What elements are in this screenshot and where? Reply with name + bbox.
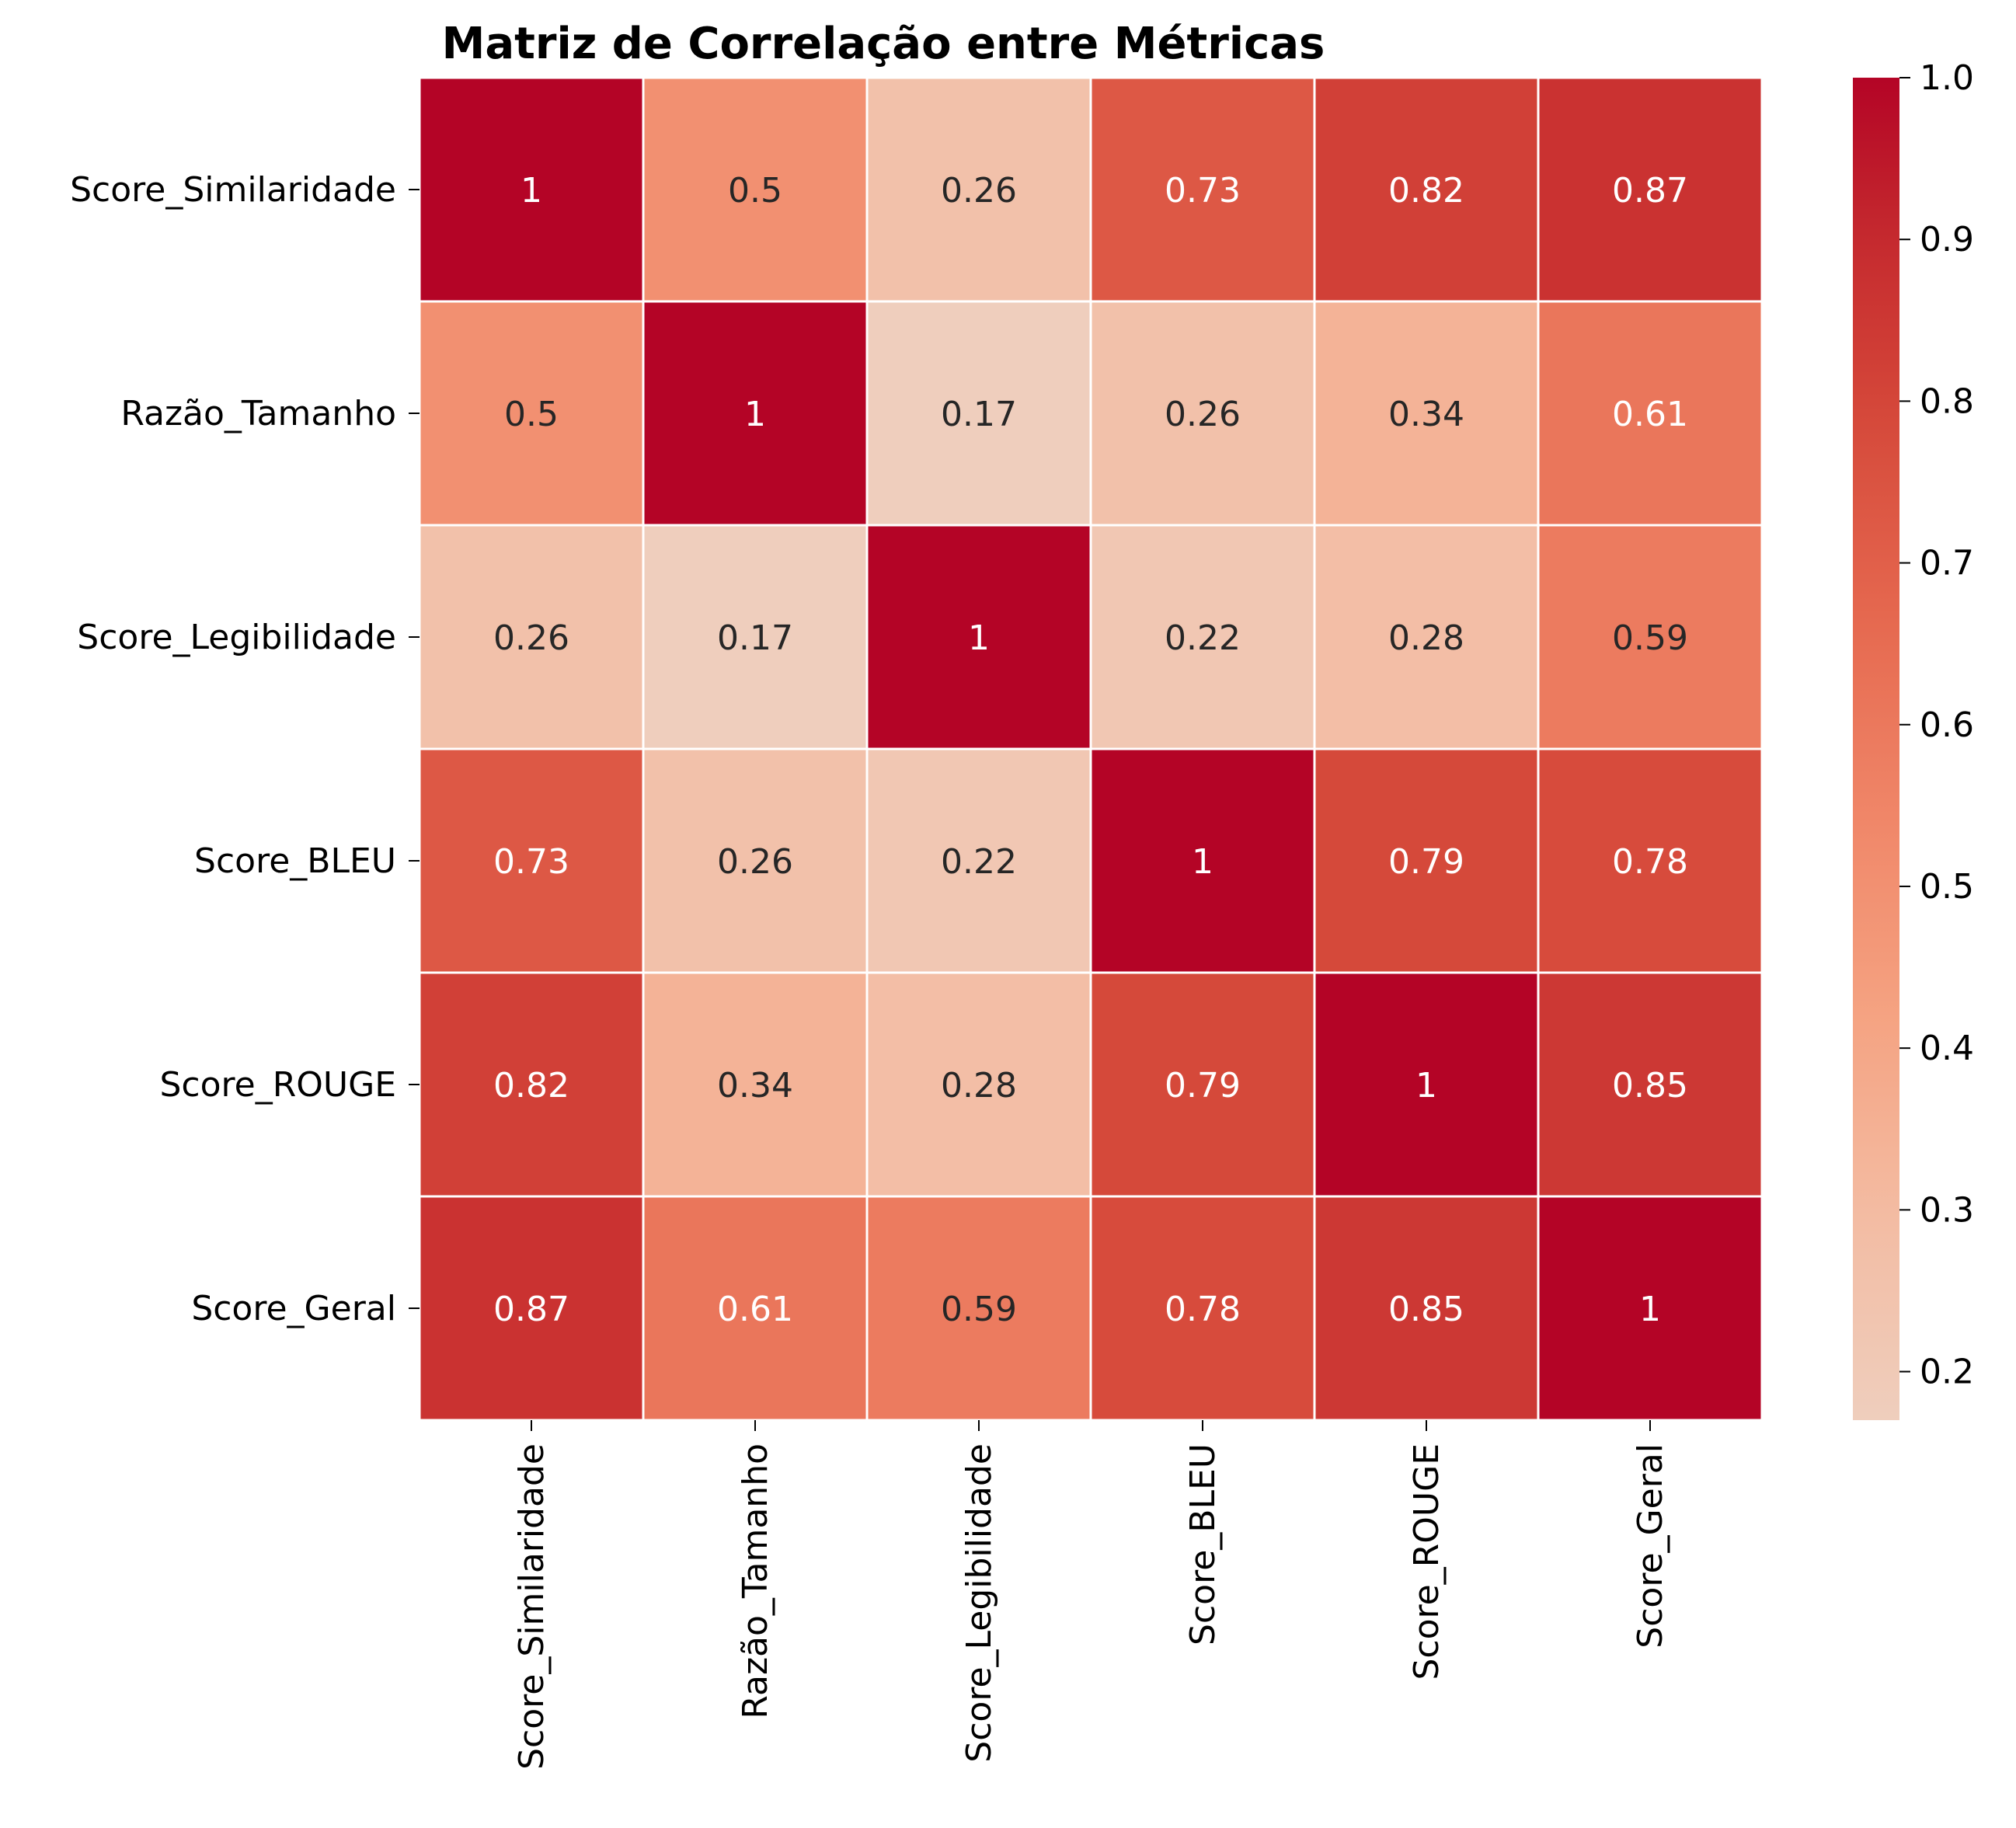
colorbar-tick-label: 0.3	[1920, 1190, 1974, 1230]
heatmap-cell	[1313, 1195, 1540, 1422]
cell-value-label: 0.26	[717, 842, 793, 882]
y-tick-label: Score_Geral	[191, 1289, 396, 1328]
cell-value-label: 0.78	[1165, 1290, 1241, 1329]
heatmap-cell	[1313, 747, 1540, 974]
y-tick-label: Score_ROUGE	[159, 1065, 396, 1105]
cell-value-label: 0.26	[941, 171, 1017, 211]
heatmap-cell	[1537, 524, 1764, 750]
y-tick-label: Score_Legibilidade	[77, 618, 396, 657]
cell-value-label: 0.79	[1388, 842, 1464, 882]
colorbar-tick-label: 0.4	[1920, 1029, 1974, 1068]
heatmap-cell	[418, 1195, 645, 1422]
heatmap-cell	[865, 747, 1092, 974]
heatmap-cell	[1537, 76, 1764, 303]
colorbar-tick-label: 0.2	[1920, 1353, 1974, 1392]
cell-value-label: 0.22	[941, 842, 1017, 882]
colorbar: 0.2 0.3 0.4 0.5 0.6 0.7 0.8 0.9 1.0	[1853, 58, 1974, 1420]
cell-value-label: 0.73	[493, 842, 569, 882]
heatmap-cell	[1089, 971, 1316, 1198]
cell-value-label: 0.22	[1165, 618, 1241, 658]
colorbar-gradient	[1853, 78, 1899, 1420]
heatmap-cell	[418, 747, 645, 974]
heatmap-cell	[1313, 971, 1540, 1198]
cell-value-label: 0.34	[1388, 395, 1464, 434]
x-tick-label: Score_Similaridade	[512, 1443, 552, 1770]
heatmap-cell	[865, 524, 1092, 750]
x-tick-label: Razão_Tamanho	[736, 1443, 775, 1719]
x-tick-label: Score_Legibilidade	[959, 1443, 999, 1763]
heatmap-cell	[1537, 1195, 1764, 1422]
cell-value-label: 0.59	[1612, 618, 1688, 658]
cell-value-label: 0.17	[941, 395, 1017, 434]
cell-value-label: 0.59	[941, 1290, 1017, 1329]
cell-value-label: 0.5	[728, 171, 782, 211]
cell-value-label: 1	[521, 171, 542, 211]
heatmap-cell	[1089, 300, 1316, 527]
colorbar-tick-label: 0.6	[1920, 705, 1974, 745]
y-tick-label: Score_Similaridade	[70, 170, 396, 210]
heatmap-cell	[1537, 747, 1764, 974]
row-labels: Score_Similaridade Razão_Tamanho Score_Leg…	[70, 170, 420, 1328]
cell-value-label: 0.26	[1165, 395, 1241, 434]
cell-value-label: 0.87	[493, 1290, 569, 1329]
heatmap-cell	[1537, 300, 1764, 527]
cell-value-label: 1	[1192, 842, 1213, 882]
heatmap-cell	[1537, 971, 1764, 1198]
cell-value-label: 0.73	[1165, 171, 1241, 211]
colorbar-tick-label: 0.8	[1920, 381, 1974, 421]
cell-value-label: 0.87	[1612, 171, 1688, 211]
y-tick-label: Score_BLEU	[194, 841, 396, 881]
cell-value-label: 0.28	[941, 1066, 1017, 1106]
heatmap-cell	[642, 300, 869, 527]
chart-title: Matriz de Correlação entre Métricas	[442, 19, 1325, 69]
heatmap-cell	[418, 524, 645, 750]
x-tick-label: Score_BLEU	[1183, 1443, 1223, 1645]
cell-value-label: 0.82	[493, 1066, 569, 1106]
heatmap-cell	[1089, 76, 1316, 303]
colorbar-tick-label: 1.0	[1920, 58, 1974, 98]
cell-value-label: 0.79	[1165, 1066, 1241, 1106]
cell-value-label: 1	[1415, 1066, 1437, 1106]
heatmap-cell	[418, 76, 645, 303]
cell-value-label: 0.17	[717, 618, 793, 658]
cell-value-label: 0.61	[1612, 395, 1688, 434]
heatmap-cell	[865, 971, 1092, 1198]
column-labels: Score_Similaridade Razão_Tamanho Score_Leg…	[512, 1420, 1670, 1770]
cell-value-label: 1	[1639, 1290, 1661, 1329]
heatmap-cell	[642, 76, 869, 303]
x-tick-label: Score_ROUGE	[1407, 1443, 1447, 1680]
cell-value-label: 1	[744, 395, 766, 434]
cell-value-label: 0.61	[717, 1290, 793, 1329]
heatmap-cell	[642, 747, 869, 974]
heatmap-cells: 1 0.5 0.26 0.73 0.82 0.87 0.5 1 0.17 0.26 0.34 0.61…	[418, 76, 1764, 1422]
cell-value-label: 0.5	[504, 395, 559, 434]
cell-value-label: 0.82	[1388, 171, 1464, 211]
y-tick-label: Razão_Tamanho	[120, 394, 396, 433]
heatmap-cell	[1313, 524, 1540, 750]
heatmap-cell	[642, 524, 869, 750]
colorbar-tick-label: 0.7	[1920, 544, 1974, 583]
colorbar-tick-label: 0.5	[1920, 867, 1974, 907]
heatmap-cell	[1089, 524, 1316, 750]
cell-value-label: 0.85	[1612, 1066, 1688, 1106]
cell-value-label: 0.28	[1388, 618, 1464, 658]
heatmap-cell	[865, 76, 1092, 303]
heatmap-cell	[1313, 76, 1540, 303]
heatmap-cell	[1089, 747, 1316, 974]
x-tick-label: Score_Geral	[1631, 1443, 1670, 1649]
cell-value-label: 1	[968, 618, 990, 658]
cell-value-label: 0.78	[1612, 842, 1688, 882]
cell-value-label: 0.34	[717, 1066, 793, 1106]
cell-value-label: 0.85	[1388, 1290, 1464, 1329]
cell-value-label: 0.26	[493, 618, 569, 658]
heatmap-cell	[418, 971, 645, 1198]
colorbar-tick-label: 0.9	[1920, 220, 1974, 259]
